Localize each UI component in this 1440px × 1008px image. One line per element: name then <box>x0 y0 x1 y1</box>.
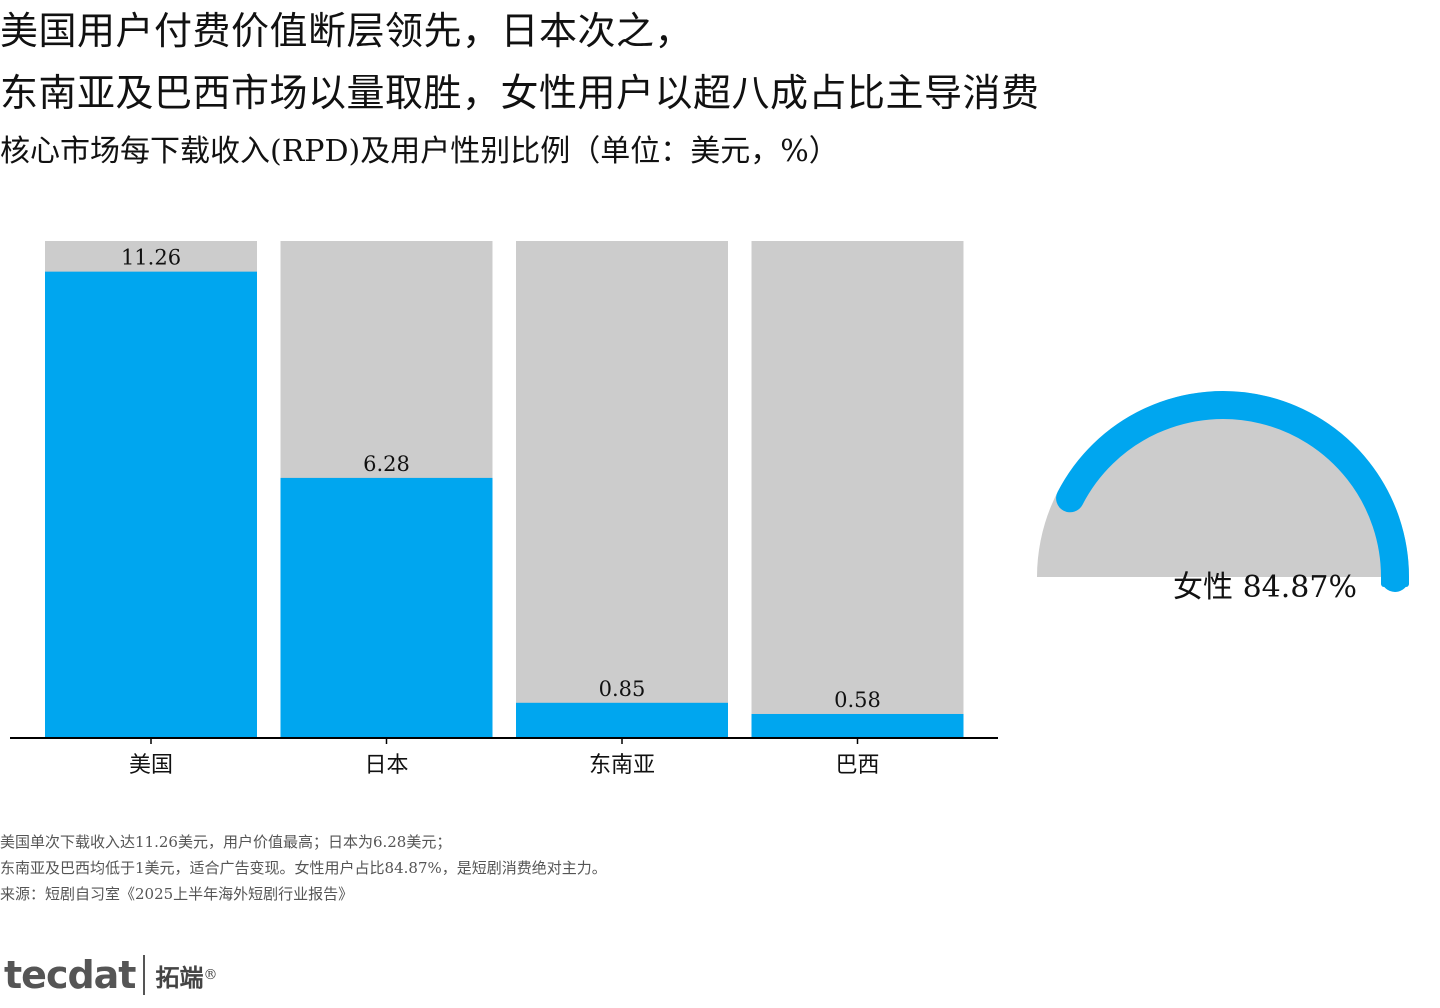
bar-track-2 <box>516 241 728 738</box>
brand-logo: tecdat 拓端 ® <box>4 948 217 1002</box>
chart-title-line-2: 东南亚及巴西市场以量取胜，女性用户以超八成占比主导消费 <box>0 71 1040 115</box>
bar-value-label-0: 11.26 <box>121 246 181 270</box>
chart-subtitle: 核心市场每下载收入(RPD)及用户性别比例（单位：美元，%） <box>0 134 839 169</box>
bar-track-3 <box>751 241 964 738</box>
bar-value-label-1: 6.28 <box>363 452 410 476</box>
rpd-bar-chart: 11.26 美国 6.28 日本 0.85 东南亚 0.58 巴西 <box>10 241 998 778</box>
bar-1 <box>280 477 493 738</box>
note-line-1: 美国单次下载收入达11.26美元，用户价值最高；日本为6.28美元； <box>0 833 452 851</box>
x-tick-label-1: 日本 <box>364 753 408 778</box>
x-tick-label-3: 巴西 <box>835 753 879 778</box>
logo-brand-text: tecdat <box>4 953 136 997</box>
chart-title-line-1: 美国用户付费价值断层领先，日本次之， <box>0 9 694 53</box>
gauge-arc-end <box>1381 575 1409 587</box>
logo-registered-mark: ® <box>203 967 218 983</box>
bar-2 <box>516 702 728 738</box>
bar-0 <box>45 271 257 738</box>
x-tick-label-0: 美国 <box>129 753 173 778</box>
gauge-arc-female <box>1056 391 1409 592</box>
note-line-2: 东南亚及巴西均低于1美元，适合广告变现。女性用户占比84.87%，是短剧消费绝对… <box>0 859 607 877</box>
bar-value-label-3: 0.58 <box>834 688 881 712</box>
x-tick-label-2: 东南亚 <box>589 753 655 778</box>
logo-cn-text: 拓端 <box>155 963 204 992</box>
gauge-label: 女性 84.87% <box>1173 570 1357 605</box>
female-ratio-gauge: 女性 84.87% <box>1037 391 1409 605</box>
logo-divider <box>143 955 146 995</box>
bar-3 <box>751 713 964 738</box>
source-note: 来源：短剧自习室《2025上半年海外短剧行业报告》 <box>0 885 354 903</box>
bar-value-label-2: 0.85 <box>599 677 646 701</box>
